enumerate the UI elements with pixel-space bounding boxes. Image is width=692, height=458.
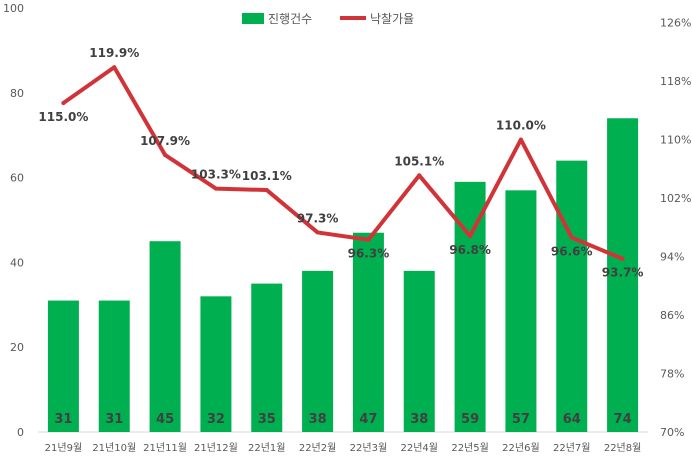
- line-value-label: 96.8%: [449, 243, 491, 257]
- y-left-tick-label: 20: [10, 341, 24, 354]
- line-point: [569, 235, 574, 240]
- line-value-label: 96.3%: [348, 247, 390, 261]
- y-right-tick-label: 102%: [660, 192, 691, 205]
- y-right-tick-label: 78%: [660, 368, 684, 381]
- line-value-label: 105.1%: [394, 154, 444, 168]
- x-tick-label: 22년5월: [451, 442, 489, 454]
- x-tick-label: 21년10월: [92, 442, 136, 454]
- line-point: [620, 256, 625, 261]
- bar-value-label: 31: [54, 412, 72, 427]
- x-tick-label: 21년12월: [194, 442, 238, 454]
- bar-value-label: 74: [614, 412, 632, 427]
- bar-진행건수: [98, 300, 130, 432]
- line-point: [112, 65, 117, 70]
- line-point: [213, 186, 218, 191]
- bar-진행건수: [251, 283, 283, 432]
- bar-value-label: 32: [207, 412, 225, 427]
- line-낙찰가율: [61, 65, 625, 261]
- bar-진행건수: [302, 270, 334, 432]
- x-tick-label: 22년7월: [553, 442, 591, 454]
- y-left-tick-label: 100: [3, 2, 24, 15]
- y-left-tick-label: 80: [10, 87, 24, 100]
- x-tick-label: 22년1월: [248, 442, 286, 454]
- bar-value-label: 57: [512, 412, 530, 427]
- x-tick-label: 22년8월: [604, 442, 642, 454]
- line-point: [518, 137, 523, 142]
- line-value-label: 115.0%: [38, 110, 88, 124]
- bar-value-label: 47: [359, 412, 377, 427]
- bar-value-label: 35: [258, 412, 276, 427]
- x-tick-label: 22년2월: [299, 442, 337, 454]
- bar-진행건수: [352, 232, 384, 432]
- line-value-label: 103.3%: [191, 168, 241, 182]
- line-point: [315, 230, 320, 235]
- bar-진행건수: [607, 118, 639, 433]
- line-value-label: 103.1%: [242, 169, 292, 183]
- bar-value-label: 59: [461, 412, 479, 427]
- legend-label: 낙찰가율: [370, 12, 414, 26]
- line-point: [264, 188, 269, 193]
- line-value-label: 110.0%: [496, 119, 546, 133]
- line-point: [417, 173, 422, 178]
- bar-진행건수: [47, 300, 79, 432]
- x-tick-label: 22년3월: [350, 442, 388, 454]
- bar-value-label: 45: [156, 412, 174, 427]
- y-left-tick-label: 0: [17, 426, 24, 439]
- line-point: [366, 237, 371, 242]
- bar-value-label: 38: [309, 412, 327, 427]
- y-left-tick-label: 40: [10, 256, 24, 269]
- line-value-label: 119.9%: [89, 46, 139, 60]
- y-right-tick-label: 110%: [660, 134, 691, 147]
- bar-진행건수: [200, 296, 232, 432]
- x-tick-label: 22년4월: [401, 442, 439, 454]
- x-tick-label: 21년9월: [45, 442, 83, 454]
- line-value-label: 93.7%: [602, 266, 644, 280]
- y-right-tick-label: 118%: [660, 75, 691, 88]
- legend-label: 진행건수: [268, 11, 312, 26]
- y-right-tick-label: 86%: [660, 309, 684, 322]
- bar-진행건수: [505, 190, 537, 432]
- bar-진행건수: [556, 160, 588, 432]
- legend-swatch-bar: [242, 13, 264, 24]
- line-point: [61, 101, 66, 106]
- bar-진행건수: [149, 241, 181, 432]
- y-right-tick-label: 94%: [660, 251, 684, 264]
- x-tick-label: 21년11월: [143, 442, 187, 454]
- line-point: [163, 152, 168, 157]
- line-value-label: 96.6%: [551, 245, 593, 259]
- bar-value-label: 64: [563, 412, 581, 427]
- line-value-label: 107.9%: [140, 134, 190, 148]
- y-right-tick-label: 126%: [660, 17, 691, 30]
- line-value-label: 97.3%: [297, 211, 339, 225]
- line-point: [468, 234, 473, 239]
- y-right-tick-label: 70%: [660, 426, 684, 439]
- bar-value-label: 38: [410, 412, 428, 427]
- bar-value-label: 31: [105, 412, 123, 427]
- y-left-tick-label: 60: [10, 172, 24, 185]
- bar-진행건수: [403, 270, 435, 432]
- x-tick-label: 22년6월: [502, 442, 540, 454]
